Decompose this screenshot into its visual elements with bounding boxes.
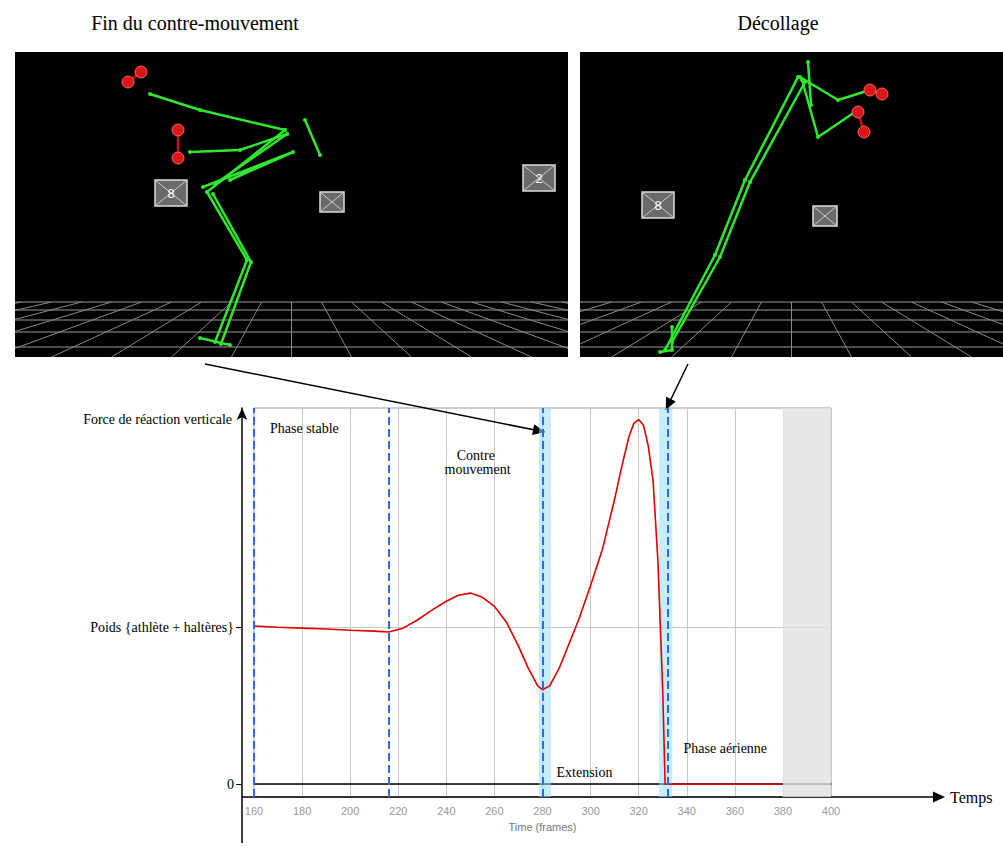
svg-text:380: 380 bbox=[774, 805, 792, 817]
svg-text:Time (frames): Time (frames) bbox=[508, 821, 576, 833]
svg-text:340: 340 bbox=[678, 805, 696, 817]
svg-text:8: 8 bbox=[654, 198, 661, 213]
svg-text:Extension: Extension bbox=[557, 765, 613, 780]
svg-text:2: 2 bbox=[535, 171, 542, 186]
svg-text:Fin du contre-mouvement: Fin du contre-mouvement bbox=[91, 12, 299, 34]
svg-text:400: 400 bbox=[822, 805, 840, 817]
svg-text:8: 8 bbox=[167, 186, 174, 201]
svg-text:200: 200 bbox=[341, 805, 359, 817]
svg-text:mouvement: mouvement bbox=[445, 462, 511, 477]
svg-text:300: 300 bbox=[581, 805, 599, 817]
svg-text:260: 260 bbox=[485, 805, 503, 817]
svg-text:360: 360 bbox=[726, 805, 744, 817]
svg-text:Décollage: Décollage bbox=[737, 12, 818, 35]
svg-text:180: 180 bbox=[293, 805, 311, 817]
svg-text:220: 220 bbox=[389, 805, 407, 817]
svg-text:320: 320 bbox=[629, 805, 647, 817]
svg-text:Poids {athlète + haltères}: Poids {athlète + haltères} bbox=[90, 620, 234, 635]
svg-text:Contre: Contre bbox=[457, 448, 499, 463]
svg-text:Force de réaction verticale: Force de réaction verticale bbox=[83, 412, 232, 427]
svg-text:0: 0 bbox=[227, 777, 234, 792]
svg-text:Temps: Temps bbox=[950, 789, 992, 807]
svg-text:Phase aérienne: Phase aérienne bbox=[684, 741, 768, 756]
svg-text:Phase stable: Phase stable bbox=[270, 421, 339, 436]
svg-text:160: 160 bbox=[245, 805, 263, 817]
svg-text:280: 280 bbox=[533, 805, 551, 817]
svg-text:240: 240 bbox=[437, 805, 455, 817]
